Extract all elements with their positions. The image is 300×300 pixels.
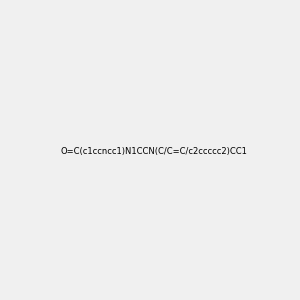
Text: O=C(c1ccncc1)N1CCN(C/C=C/c2ccccc2)CC1: O=C(c1ccncc1)N1CCN(C/C=C/c2ccccc2)CC1 [60, 147, 247, 156]
